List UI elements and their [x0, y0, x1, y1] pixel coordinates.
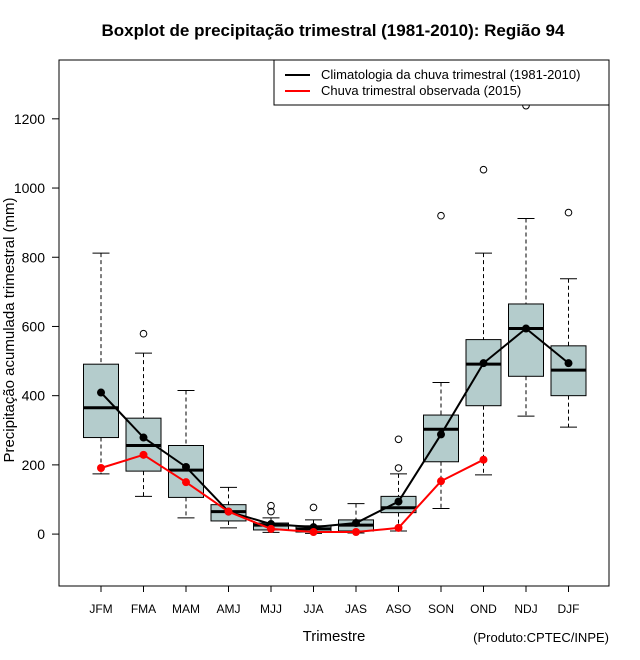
x-tick-label: JJA — [303, 602, 323, 616]
series-point-climatology — [97, 388, 105, 397]
y-tick-label: 1200 — [14, 111, 45, 127]
x-axis-label: Trimestre — [303, 628, 366, 645]
x-tick-label: NDJ — [514, 602, 537, 616]
outlier-point — [139, 329, 148, 338]
series-point-climatology — [352, 519, 360, 528]
box-iqr — [508, 303, 544, 377]
series-point-climatology — [394, 497, 403, 506]
y-axis-label: Precipitação acumulada trimestral (mm) — [1, 197, 18, 462]
series-point-observed — [309, 528, 318, 537]
credit-text: (Produto:CPTEC/INPE) — [473, 630, 609, 645]
x-tick-label: AMJ — [217, 602, 241, 616]
x-tick-label: FMA — [131, 602, 156, 616]
series-point-observed — [224, 507, 233, 516]
outlier-point — [394, 435, 403, 444]
series-point-climatology — [139, 433, 148, 442]
outlier-point — [479, 165, 488, 174]
outlier-point — [437, 211, 445, 220]
legend: Climatologia da chuva trimestral (1981-2… — [273, 59, 610, 106]
legend-label-observed: Chuva trimestral observada (2015) — [321, 83, 521, 98]
series-point-climatology — [182, 462, 190, 471]
x-axis: JFM FMA MAM AMJ MJJ JJA JAS ASO SON OND NDJ DJF — [89, 586, 580, 616]
box-iqr — [83, 363, 119, 439]
outlier-point — [309, 503, 318, 512]
series-point-observed — [479, 455, 488, 464]
boxes-group — [83, 101, 587, 534]
series-point-observed — [437, 477, 445, 486]
series-point-observed — [182, 478, 190, 487]
box-ond — [465, 165, 502, 476]
y-tick-label: 600 — [22, 318, 46, 334]
box-son — [423, 211, 459, 509]
legend-box — [273, 59, 610, 106]
series-point-climatology — [479, 359, 488, 368]
x-tick-label: JFM — [89, 602, 112, 616]
box-ndj — [508, 101, 544, 417]
outlier-point — [267, 507, 275, 516]
series-point-observed — [394, 523, 403, 532]
y-tick-label: 800 — [22, 249, 46, 265]
series-line-climatology — [100, 327, 570, 529]
series-point-climatology — [522, 324, 530, 333]
y-tick-label: 1000 — [14, 180, 45, 196]
series-point-climatology — [437, 430, 445, 439]
series-line-observed — [100, 453, 484, 534]
chart-title: Boxplot de precipitação trimestral (1981… — [102, 21, 565, 40]
series-point-climatology — [564, 359, 573, 368]
outlier-point — [267, 501, 275, 510]
x-tick-label: OND — [470, 602, 497, 616]
y-tick-label: 400 — [22, 388, 46, 404]
box-mam — [168, 389, 204, 519]
series-point-observed — [352, 528, 360, 537]
outlier-point — [564, 208, 573, 217]
series-point-observed — [267, 524, 275, 533]
box-iqr — [465, 339, 502, 407]
outlier-point — [394, 464, 403, 472]
legend-label-climatology: Climatologia da chuva trimestral (1981-2… — [321, 67, 580, 82]
x-tick-label: MJJ — [260, 602, 282, 616]
series-point-observed — [97, 463, 105, 472]
x-tick-label: MAM — [172, 602, 200, 616]
y-tick-label: 200 — [22, 457, 46, 473]
y-axis: 0 200 400 600 800 1000 1200 — [14, 111, 59, 542]
series-point-observed — [139, 450, 148, 459]
box-fma — [125, 329, 162, 497]
x-tick-label: SON — [428, 602, 454, 616]
box-jfm — [83, 252, 119, 475]
x-tick-label: JAS — [345, 602, 367, 616]
x-tick-label: ASO — [386, 602, 411, 616]
series-lines-group — [97, 324, 573, 537]
box-djf — [550, 208, 587, 428]
y-tick-label: 0 — [37, 526, 45, 542]
x-tick-label: DJF — [558, 602, 580, 616]
